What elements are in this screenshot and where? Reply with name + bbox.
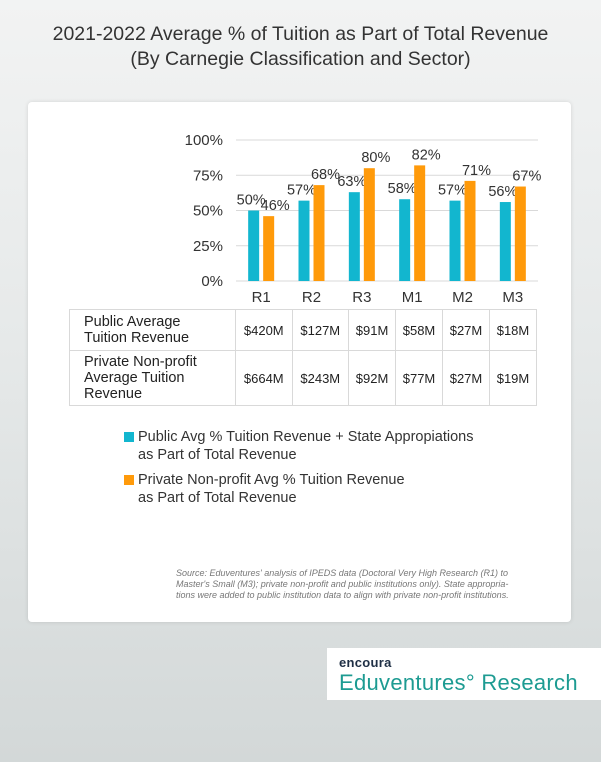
chart-title: 2021-2022 Average % of Tuition as Part o… (0, 22, 601, 72)
legend-item-private: Private Non-profit Avg % Tuition Revenue… (124, 471, 473, 507)
table-cell: $91M (348, 309, 397, 351)
y-tick-label: 0% (201, 273, 223, 290)
revenue-table: Public Average Tuition Revenue $420M $12… (69, 309, 538, 406)
eduventures-research-logo-text: Eduventures° Research (339, 670, 578, 695)
title-line-2: (By Carnegie Classification and Sector) (130, 48, 471, 70)
source-note: Source: Eduventures' analysis of IPEDS d… (176, 568, 509, 600)
legend-swatch-private (124, 475, 134, 485)
eduventures-logo: encoura Eduventures° Research (327, 648, 601, 700)
data-label-private: 71% (462, 163, 491, 179)
bar-public (399, 199, 411, 281)
bar-public (499, 202, 511, 281)
data-label-private: 46% (261, 198, 290, 214)
table-cell: $27M (442, 350, 490, 406)
table-cell: $243M (291, 350, 350, 406)
x-category-label: M3 (502, 289, 523, 306)
data-label-private: 82% (412, 147, 441, 163)
data-label-public: 50% (237, 193, 266, 209)
table-cell: $92M (348, 350, 397, 406)
chart-card: 0% 25% 50% 75% 100% 50% 46% R1 57% 68% R2 63% 80% R3 5… (28, 102, 571, 622)
x-category-label: M2 (452, 289, 473, 306)
table-cell: $420M (235, 309, 293, 351)
table-row-private: Private Non-profit Average Tuition Reven… (69, 350, 538, 406)
bar-private (363, 168, 375, 281)
table-cell: $77M (395, 350, 443, 406)
data-label-public: 57% (438, 183, 467, 199)
encoura-logo-text: encoura (339, 655, 392, 670)
data-label-private: 67% (512, 169, 541, 185)
x-category-label: R1 (252, 289, 271, 306)
bar-public (348, 192, 360, 281)
table-cell: $127M (291, 309, 350, 351)
y-tick-label: 25% (193, 238, 223, 255)
x-category-label: R2 (302, 289, 321, 306)
bar-chart: 0%25%50%75%100%50%46%R157%68%R263%80%R35… (185, 132, 542, 306)
data-label-public: 56% (488, 184, 517, 200)
table-cell: $58M (395, 309, 443, 351)
table-cell: $664M (235, 350, 293, 406)
legend: Public Avg % Tuition Revenue + State App… (124, 428, 473, 514)
data-label-public: 57% (287, 183, 316, 199)
legend-item-public: Public Avg % Tuition Revenue + State App… (124, 428, 473, 464)
x-category-label: R3 (352, 289, 371, 306)
legend-swatch-public (124, 432, 134, 442)
bar-public (248, 210, 260, 281)
data-label-private: 68% (311, 167, 340, 183)
data-label-public: 58% (388, 181, 417, 197)
x-category-label: M1 (402, 289, 423, 306)
bar-private (414, 165, 426, 281)
bar-private (263, 216, 275, 281)
table-cell: $18M (488, 309, 538, 351)
bar-private (514, 186, 526, 281)
row-label-public: Public Average Tuition Revenue (69, 309, 236, 351)
title-line-1: 2021-2022 Average % of Tuition as Part o… (52, 23, 549, 45)
bar-public (298, 200, 310, 281)
bar-private (313, 185, 325, 281)
y-tick-label: 100% (185, 132, 223, 149)
row-label-private: Private Non-profit Average Tuition Reven… (69, 350, 236, 406)
bar-private (464, 180, 476, 281)
data-label-public: 63% (337, 174, 366, 190)
y-tick-label: 50% (193, 203, 223, 220)
table-cell: $27M (442, 309, 490, 351)
table-cell: $19M (488, 350, 538, 406)
data-label-private: 80% (361, 150, 390, 166)
y-tick-label: 75% (193, 167, 223, 184)
bar-public (449, 200, 461, 281)
table-row-public: Public Average Tuition Revenue $420M $12… (69, 309, 538, 351)
